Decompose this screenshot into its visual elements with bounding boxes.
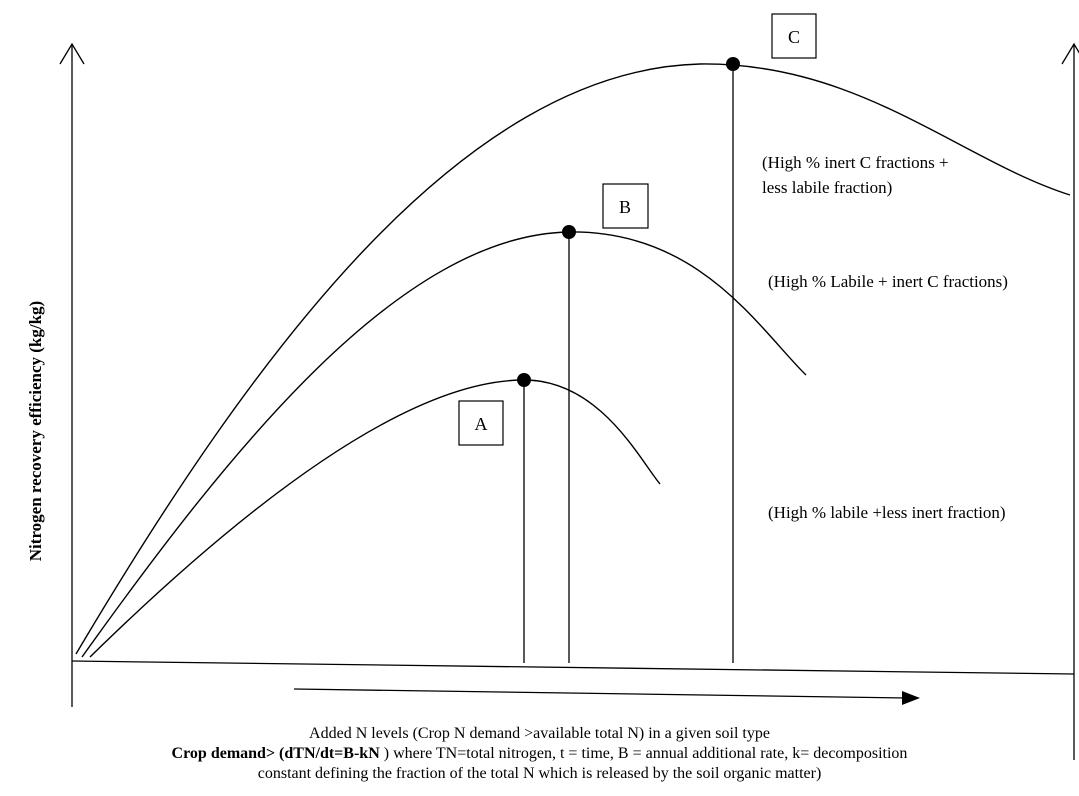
- curve-c: [75, 63, 1071, 655]
- direction-arrow-shaft: [293, 688, 907, 699]
- note-a: (High % labile +less inert fraction): [768, 503, 1006, 522]
- box-a-label: A: [475, 414, 488, 434]
- equation-rest: ) where TN=total nitrogen, t = time, B =…: [379, 745, 908, 762]
- curve-a: [89, 379, 661, 658]
- y-axis-title: Nitrogen recovery efficiency (kg/kg): [26, 301, 45, 561]
- peak-dot-a: [517, 373, 531, 387]
- right-axis-arrowhead: [1061, 42, 1079, 65]
- note-c-line2: less labile fraction): [762, 178, 892, 197]
- box-c-label: C: [788, 27, 800, 47]
- peak-dot-c: [726, 57, 740, 71]
- equation-line-1: Crop demand> (dTN/dt=B-kN ) where TN=tot…: [0, 744, 1079, 764]
- box-b-label: B: [619, 197, 631, 217]
- y-axis-arrowhead: [59, 42, 85, 65]
- curve-b: [81, 231, 807, 658]
- x-axis: [71, 660, 1075, 675]
- equation-bold: Crop demand> (dTN/dt=B-kN: [171, 745, 380, 762]
- direction-arrow-head: [902, 691, 920, 705]
- note-c-line1: (High % inert C fractions +: [762, 153, 949, 172]
- box-b: B: [602, 183, 649, 229]
- box-a: A: [458, 400, 504, 446]
- peak-dot-b: [562, 225, 576, 239]
- equation-line-2: constant defining the fraction of the to…: [257, 765, 822, 782]
- box-c: C: [771, 13, 817, 59]
- x-axis-title: Added N levels (Crop N demand >available…: [309, 725, 770, 742]
- note-b: (High % Labile + inert C fractions): [768, 272, 1008, 291]
